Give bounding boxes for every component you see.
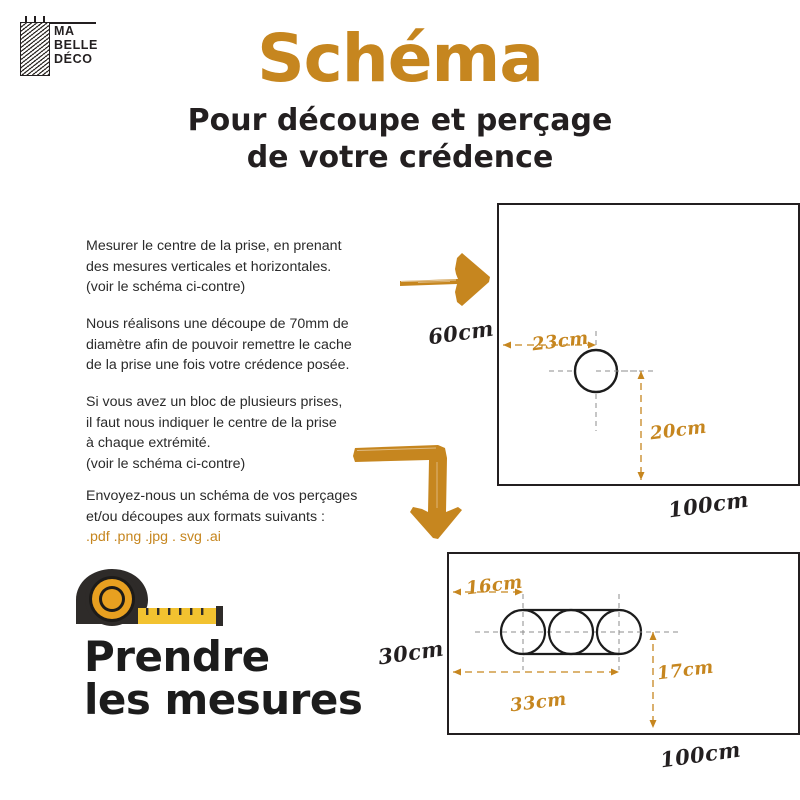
diagram-single-socket-annotations	[503, 331, 657, 480]
instruction-line: il faut nous indiquer le centre de la pr…	[86, 414, 337, 431]
instruction-line: (voir le schéma ci-contre)	[86, 279, 246, 296]
instruction-line: diamètre afin de pouvoir remettre le cac…	[86, 336, 352, 353]
instruction-line: Si vous avez un bloc de plusieurs prises…	[86, 394, 343, 410]
logo-tick-icon	[34, 16, 36, 23]
instruction-multiple-sockets: Si vous avez un bloc de plusieurs prises…	[86, 392, 416, 474]
diagram-outline	[447, 552, 800, 735]
instruction-line: Envoyez-nous un schéma de vos perçages	[86, 488, 358, 504]
brand-logo[interactable]: MA BELLE DÉCO	[20, 16, 140, 78]
footer-callout-text: Prendre les mesures	[84, 632, 363, 724]
instruction-line: et/ou découpes aux formats suivants :	[86, 508, 325, 525]
instruction-line: Nous réalisons une découpe de 70mm de	[86, 316, 349, 332]
accepted-file-formats: .pdf .png .jpg . svg .ai	[86, 529, 221, 546]
diagram-socket-block-annotations	[453, 588, 679, 728]
diagram-single-socket	[497, 203, 800, 486]
page-subtitle-line-1: Pour découpe et perçage	[187, 103, 613, 138]
instruction-line: (voir le schéma ci-contre)	[86, 455, 246, 472]
logo-tick-icon	[25, 16, 27, 23]
brand-name-line-2: BELLE	[54, 38, 98, 52]
instruction-line: des mesures verticales et horizontales.	[86, 258, 332, 275]
diagram-socket-block	[447, 552, 800, 735]
instruction-send-schema: Envoyez-nous un schéma de vos perçages e…	[86, 486, 416, 548]
page-subtitle: Pour découpe et perçage de votre crédenc…	[0, 103, 800, 176]
instruction-line: Mesurer le centre de la prise, en prenan…	[86, 238, 342, 254]
dimension-label-width-top: 100cm	[666, 486, 751, 523]
instruction-cut-diameter: Nous réalisons une découpe de 70mm de di…	[86, 314, 416, 376]
logo-tick-icon	[43, 16, 45, 23]
page-title: Schéma	[257, 20, 544, 97]
dimension-label-width-bottom: 100cm	[658, 736, 743, 773]
footer-callout-line-2: les mesures	[84, 674, 363, 724]
tape-measure-icon	[76, 569, 223, 626]
diagram-outline	[497, 203, 800, 486]
arrow-right-brush-icon	[400, 253, 490, 306]
brand-name-line-3: DÉCO	[54, 52, 93, 66]
arrow-bent-down-brush-icon	[353, 445, 462, 539]
hatched-bar-logo-icon	[20, 22, 50, 76]
footer-callout-line-1: Prendre	[84, 632, 270, 681]
page-subtitle-line-2: de votre crédence	[246, 139, 554, 175]
dimension-label-height-bottom: 30cm	[376, 635, 446, 670]
instruction-measure-center: Mesurer le centre de la prise, en prenan…	[86, 236, 416, 298]
brand-name: MA BELLE DÉCO	[54, 24, 98, 66]
dimension-label-height-top: 60cm	[426, 315, 496, 350]
brand-name-line-1: MA	[54, 24, 75, 38]
instruction-line: à chaque extrémité.	[86, 435, 211, 452]
logo-top-rule	[20, 22, 96, 24]
instruction-line: de la prise une fois votre crédence posé…	[86, 357, 350, 374]
